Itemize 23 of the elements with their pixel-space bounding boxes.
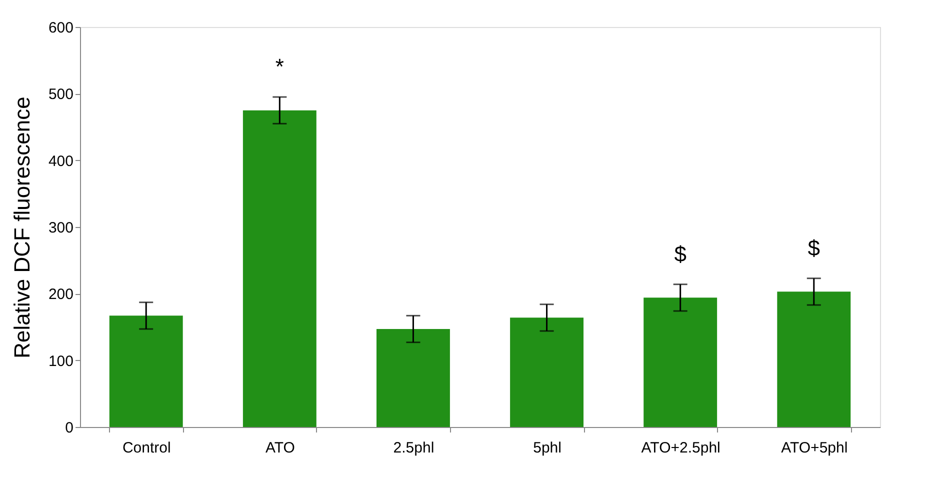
bar bbox=[109, 316, 183, 427]
x-tick-label: ATO bbox=[265, 440, 295, 456]
bar bbox=[242, 110, 316, 427]
y-tick-label: 300 bbox=[48, 220, 74, 236]
y-tick-label: 400 bbox=[48, 152, 74, 170]
bar bbox=[777, 292, 851, 427]
x-tick-label: 2.5phl bbox=[393, 440, 434, 456]
data-label: $ bbox=[808, 235, 820, 260]
y-tick-label: 0 bbox=[65, 420, 74, 436]
y-tick-label: 200 bbox=[48, 286, 74, 304]
bar bbox=[376, 329, 450, 427]
data-label: $ bbox=[674, 241, 686, 266]
x-tick-label: ATO+2.5phl bbox=[641, 440, 720, 456]
bar bbox=[644, 298, 718, 427]
y-tick-label: 600 bbox=[48, 20, 74, 36]
y-tick-label: 100 bbox=[48, 352, 74, 370]
x-tick-label: 5phl bbox=[533, 440, 562, 456]
bar bbox=[510, 318, 584, 427]
x-tick-label: ATO+5phl bbox=[781, 440, 848, 456]
data-label: * bbox=[275, 54, 284, 79]
y-axis-title: Relative DCF fluorescence bbox=[9, 96, 34, 358]
y-tick-label: 500 bbox=[48, 86, 74, 104]
x-tick-label: Control bbox=[122, 440, 171, 456]
